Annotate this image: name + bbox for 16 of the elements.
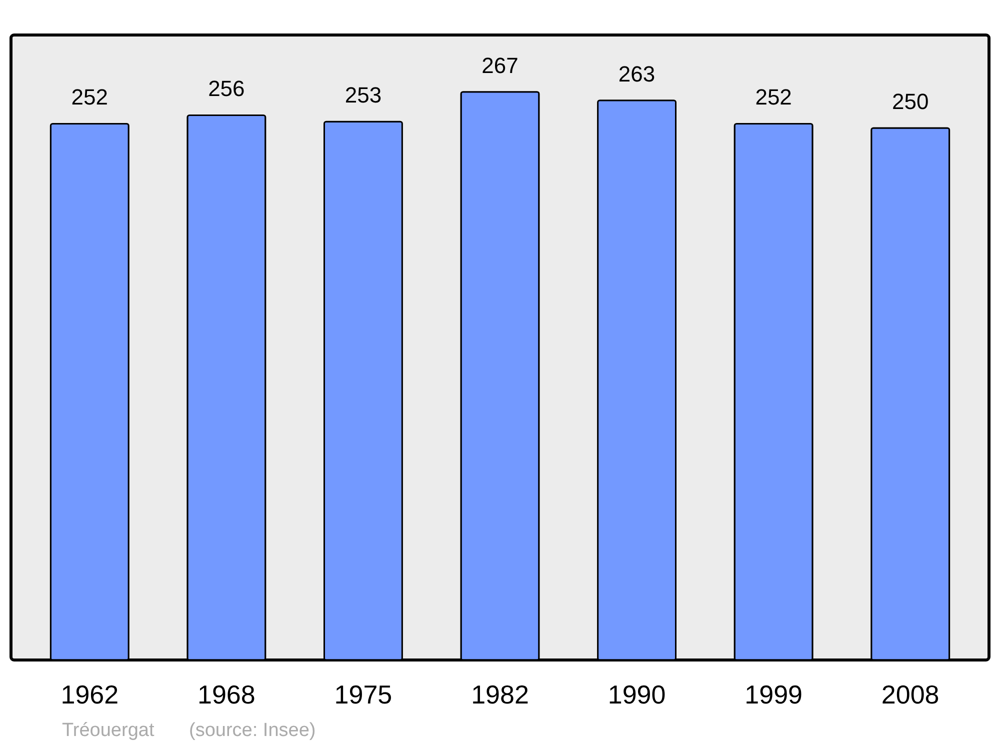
- data-label: 263: [618, 61, 656, 86]
- text: (source: Insee): [189, 720, 316, 741]
- data-label: 253: [344, 82, 382, 108]
- x-tick-label: 1990: [608, 680, 666, 710]
- data-label: 252: [755, 84, 792, 110]
- x-tick-label: 1962: [60, 680, 119, 710]
- x-tick-label: 2008: [881, 680, 940, 710]
- data-label: 250: [892, 88, 929, 114]
- x-tick-label: 1982: [471, 680, 529, 710]
- data-label: 267: [482, 52, 518, 78]
- text: Tréouergat: [62, 720, 155, 741]
- data-label: 256: [208, 76, 245, 102]
- x-tick-label: 1968: [198, 680, 256, 710]
- x-tick-label: 1975: [334, 680, 392, 710]
- x-tick-label: 1999: [744, 680, 802, 710]
- data-label: 252: [71, 84, 108, 110]
